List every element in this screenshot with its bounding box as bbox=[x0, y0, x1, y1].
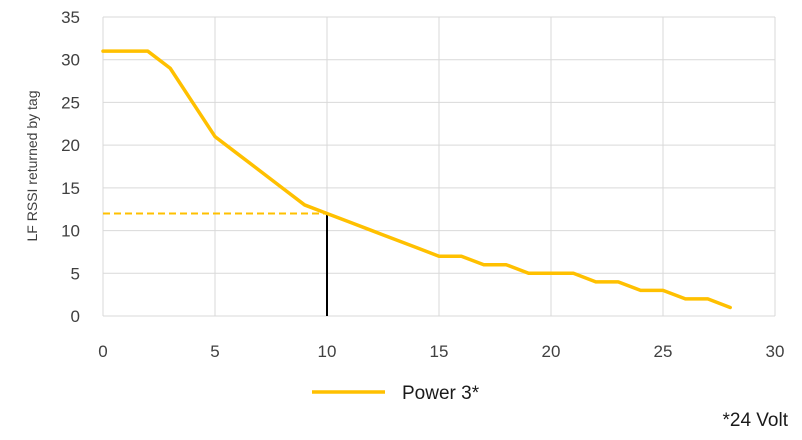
y-tick-label-5: 5 bbox=[71, 264, 80, 283]
series-layer bbox=[101, 49, 732, 310]
footnote: *24 Volt bbox=[723, 410, 789, 431]
x-tick-label-10: 10 bbox=[318, 342, 337, 361]
annotations bbox=[103, 212, 328, 316]
legend-label-power-3: Power 3* bbox=[402, 383, 480, 404]
y-axis-label: LF RSSI returned by tag bbox=[24, 91, 40, 242]
y-tick-label-20: 20 bbox=[61, 136, 80, 155]
y-tick-label-30: 30 bbox=[61, 51, 80, 70]
axes bbox=[102, 17, 775, 317]
x-tick-label-30: 30 bbox=[766, 342, 785, 361]
y-tick-label-25: 25 bbox=[61, 93, 80, 112]
tick-labels: 0 5 10 15 20 25 30 0 5 10 15 20 25 30 35 bbox=[61, 8, 784, 361]
y-tick-label-15: 15 bbox=[61, 179, 80, 198]
series-line-1 bbox=[101, 49, 732, 310]
y-tick-label-10: 10 bbox=[61, 222, 80, 241]
x-tick-label-0: 0 bbox=[98, 342, 107, 361]
x-tick-label-15: 15 bbox=[430, 342, 449, 361]
legend: Power 3* bbox=[312, 383, 480, 404]
gridlines bbox=[103, 16, 776, 316]
x-tick-label-20: 20 bbox=[542, 342, 561, 361]
x-tick-label-25: 25 bbox=[654, 342, 673, 361]
y-tick-label-0: 0 bbox=[71, 307, 80, 326]
y-tick-label-35: 35 bbox=[61, 8, 80, 27]
x-tick-label-5: 5 bbox=[210, 342, 219, 361]
